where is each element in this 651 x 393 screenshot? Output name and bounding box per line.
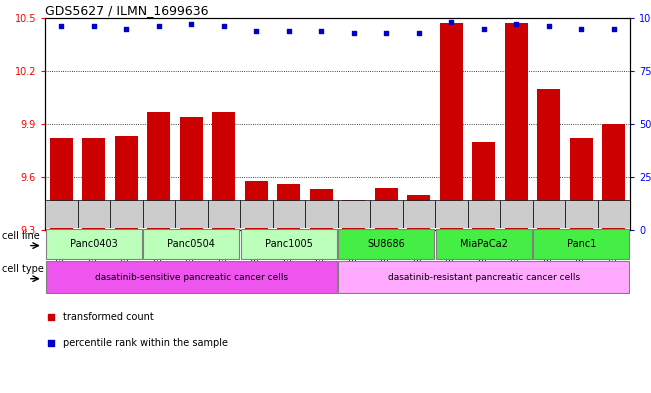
Bar xyxy=(115,136,137,230)
Bar xyxy=(533,229,630,259)
Bar xyxy=(570,138,592,230)
Bar xyxy=(147,112,170,230)
Point xyxy=(609,26,619,32)
Point xyxy=(219,23,229,29)
Text: dasatinib-sensitive pancreatic cancer cells: dasatinib-sensitive pancreatic cancer ce… xyxy=(94,272,288,281)
Bar xyxy=(45,200,77,228)
Point xyxy=(576,26,587,32)
Bar xyxy=(375,187,398,230)
Bar xyxy=(212,112,235,230)
Bar xyxy=(370,200,402,228)
Bar xyxy=(143,229,240,259)
Point xyxy=(89,23,99,29)
Bar xyxy=(208,200,240,228)
Bar xyxy=(598,200,630,228)
Text: Panc0504: Panc0504 xyxy=(167,239,215,249)
Point xyxy=(186,21,197,28)
Point xyxy=(348,30,359,36)
Point xyxy=(284,28,294,34)
Text: Panc1005: Panc1005 xyxy=(265,239,312,249)
Point xyxy=(316,28,326,34)
Bar xyxy=(175,200,208,228)
Bar xyxy=(337,200,370,228)
Point xyxy=(46,340,56,346)
Text: transformed count: transformed count xyxy=(62,312,153,322)
Text: GDS5627 / ILMN_1699636: GDS5627 / ILMN_1699636 xyxy=(45,4,208,17)
Bar xyxy=(46,229,142,259)
Point xyxy=(413,30,424,36)
Bar xyxy=(473,141,495,230)
Point xyxy=(251,28,262,34)
Bar xyxy=(467,200,500,228)
Point xyxy=(446,19,456,26)
Bar xyxy=(338,229,434,259)
Bar xyxy=(241,229,337,259)
Bar xyxy=(342,200,365,230)
Bar xyxy=(277,184,300,230)
Bar xyxy=(338,261,630,293)
Bar xyxy=(505,23,527,230)
Point xyxy=(544,23,554,29)
Point xyxy=(511,21,521,28)
Point xyxy=(381,30,391,36)
Text: cell line: cell line xyxy=(2,231,40,241)
Bar xyxy=(435,200,467,228)
Bar xyxy=(46,261,337,293)
Point xyxy=(121,26,132,32)
Bar xyxy=(602,124,625,230)
Text: SU8686: SU8686 xyxy=(367,239,405,249)
Bar xyxy=(77,200,110,228)
Bar xyxy=(408,195,430,230)
Text: dasatinib-resistant pancreatic cancer cells: dasatinib-resistant pancreatic cancer ce… xyxy=(388,272,580,281)
Bar xyxy=(240,200,273,228)
Point xyxy=(478,26,489,32)
Bar xyxy=(500,200,533,228)
Point xyxy=(154,23,164,29)
Point xyxy=(46,314,56,320)
Bar xyxy=(180,117,202,230)
Bar xyxy=(245,180,268,230)
Text: Panc0403: Panc0403 xyxy=(70,239,118,249)
Text: Panc1: Panc1 xyxy=(566,239,596,249)
Bar xyxy=(436,229,532,259)
Bar xyxy=(310,189,333,230)
Bar xyxy=(440,23,463,230)
Bar xyxy=(537,89,560,230)
Bar xyxy=(565,200,598,228)
Text: percentile rank within the sample: percentile rank within the sample xyxy=(62,338,228,348)
Bar xyxy=(402,200,435,228)
Bar xyxy=(143,200,175,228)
Point xyxy=(56,23,66,29)
Bar xyxy=(110,200,143,228)
Bar xyxy=(50,138,73,230)
Text: cell type: cell type xyxy=(2,263,44,274)
Bar xyxy=(273,200,305,228)
Bar xyxy=(533,200,565,228)
Bar xyxy=(305,200,337,228)
Bar xyxy=(83,138,105,230)
Text: MiaPaCa2: MiaPaCa2 xyxy=(460,239,508,249)
